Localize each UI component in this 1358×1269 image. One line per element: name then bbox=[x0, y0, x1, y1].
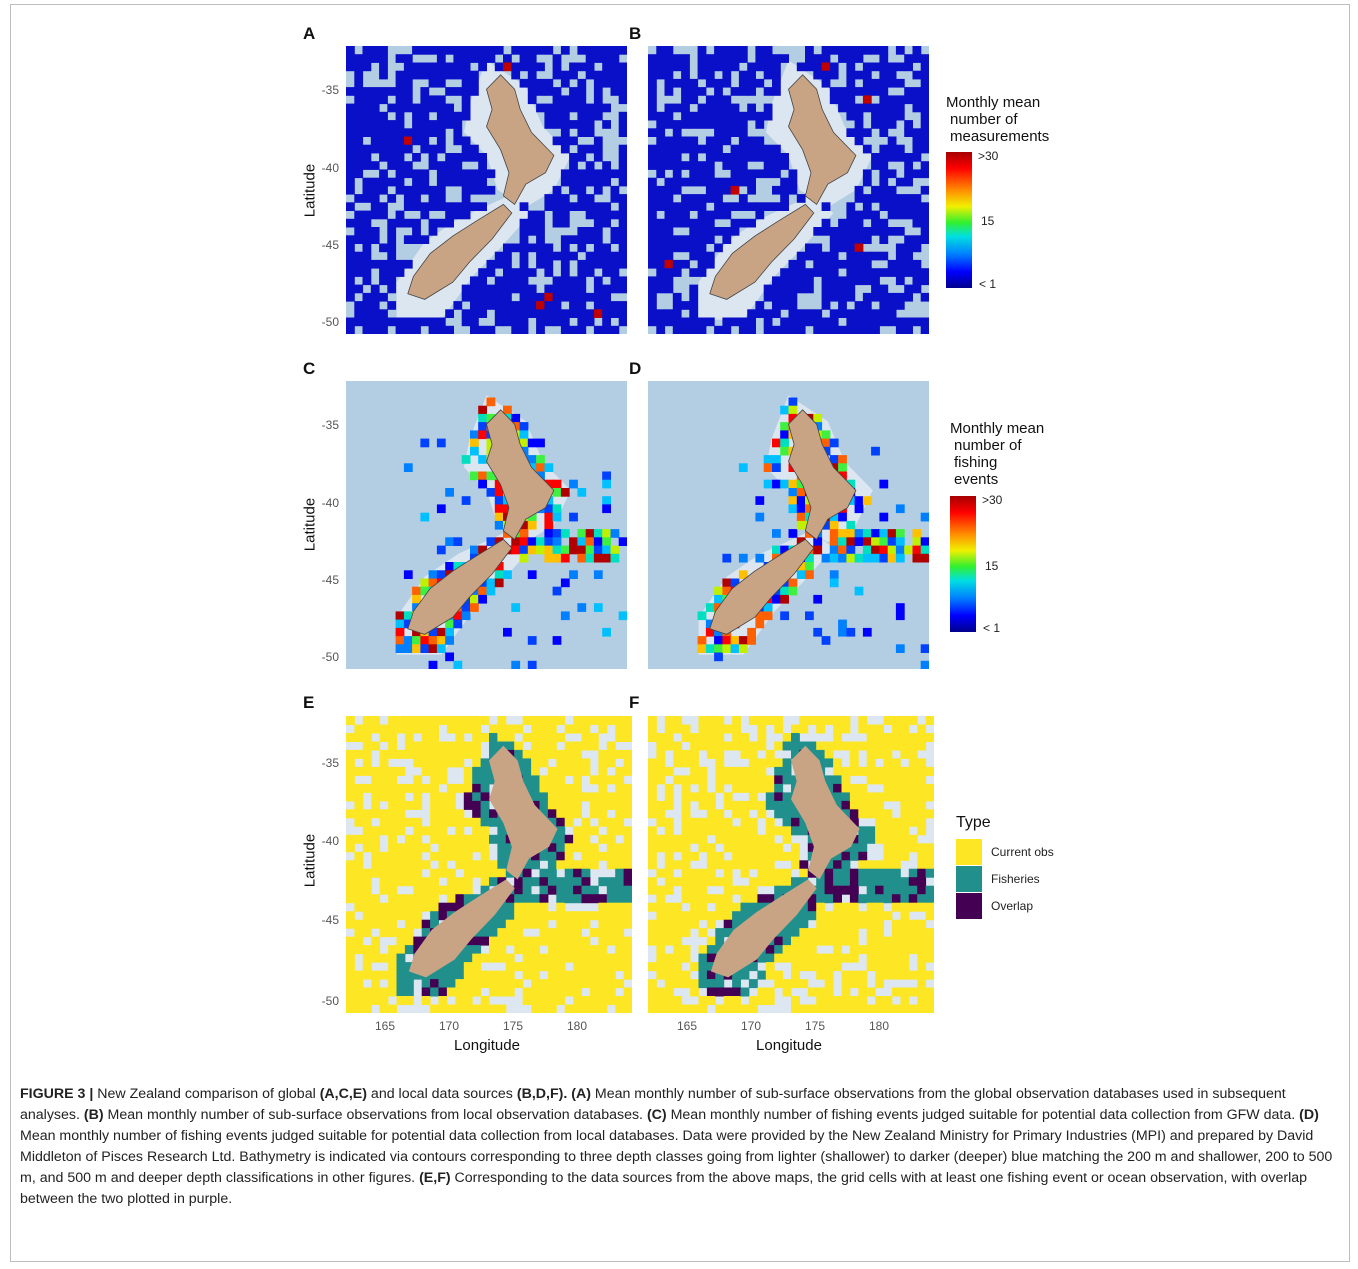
xtick-f-170: 170 bbox=[740, 1019, 762, 1033]
legend-label-fisheries: Fisheries bbox=[991, 872, 1040, 886]
map-panel-d bbox=[648, 381, 929, 669]
legend-measurements-title-line2: number of bbox=[950, 111, 1018, 128]
ylabel-row2: Latitude bbox=[301, 497, 319, 552]
caption-segment: (A,C,E) bbox=[319, 1086, 367, 1102]
caption-segment: New Zealand comparison of global bbox=[93, 1086, 320, 1102]
panel-letter-a: A bbox=[303, 24, 316, 43]
caption-segment: Mean monthly number of fishing events ju… bbox=[20, 1128, 1333, 1186]
legend-measurements-title-line1: Monthly mean bbox=[946, 94, 1041, 111]
caption-segment: (D) bbox=[1299, 1107, 1319, 1123]
legend-measurements-title: Monthly mean number of measurements bbox=[946, 94, 1049, 145]
ytick-c-40: -40 bbox=[321, 496, 339, 510]
legend-swatch-fisheries bbox=[956, 866, 982, 892]
legend-fishing-tick-max: >30 bbox=[982, 493, 1003, 507]
caption-segment: (C) bbox=[646, 1107, 667, 1123]
panel-letter-e: E bbox=[303, 693, 315, 712]
caption-segment: (B,D,F). bbox=[516, 1086, 568, 1102]
ytick-e-35: -35 bbox=[321, 756, 339, 770]
xtick-e-170: 170 bbox=[438, 1019, 460, 1033]
xtick-f-165: 165 bbox=[676, 1019, 698, 1033]
figure-frame bbox=[10, 4, 1350, 1262]
caption-segment: Mean monthly number of sub-surface obser… bbox=[103, 1107, 647, 1123]
legend-fishing-title-line4: events bbox=[954, 471, 999, 488]
caption-segment: (A) bbox=[571, 1086, 591, 1102]
legend-measurements-tick-mid: 15 bbox=[981, 214, 995, 228]
map-panel-f bbox=[648, 716, 934, 1013]
ylabel-row3: Latitude bbox=[301, 833, 319, 888]
colorbar-measurements bbox=[946, 152, 972, 288]
figure-caption: FIGURE 3 | New Zealand comparison of glo… bbox=[20, 1084, 1340, 1210]
panel-letter-f: F bbox=[629, 693, 640, 712]
caption-segment: Mean monthly number of fishing events ju… bbox=[666, 1107, 1300, 1123]
ylabel-row1: Latitude bbox=[301, 163, 319, 218]
caption-label: FIGURE 3 | bbox=[20, 1086, 94, 1102]
legend-label-current-obs: Current obs bbox=[991, 845, 1054, 859]
map-panel-c bbox=[346, 381, 627, 669]
ytick-a-50: -50 bbox=[321, 315, 339, 329]
ytick-a-45: -45 bbox=[321, 238, 339, 252]
map-panel-b bbox=[648, 46, 929, 334]
ytick-a-35: -35 bbox=[321, 83, 339, 97]
ytick-a-40: -40 bbox=[321, 161, 339, 175]
caption-segment: (B) bbox=[83, 1107, 104, 1123]
xtick-f-175: 175 bbox=[804, 1019, 826, 1033]
legend-fishing-tick-mid: 15 bbox=[985, 559, 999, 573]
caption-body: New Zealand comparison of global (A,C,E)… bbox=[20, 1086, 1332, 1207]
caption-segment: (E,F) bbox=[419, 1170, 451, 1186]
legend-label-overlap: Overlap bbox=[991, 899, 1034, 913]
xlabel-e: Longitude bbox=[454, 1037, 520, 1054]
legend-swatch-current-obs bbox=[956, 839, 982, 865]
legend-fishing-title-line2: number of bbox=[954, 437, 1022, 454]
ytick-c-35: -35 bbox=[321, 418, 339, 432]
ytick-e-50: -50 bbox=[321, 994, 339, 1008]
legend-fishing-title-line3: fishing bbox=[954, 454, 998, 471]
legend-fishing-title: Monthly mean number of fishing events bbox=[950, 420, 1044, 488]
colorbar-fishing bbox=[950, 496, 976, 632]
panel-letter-b: B bbox=[629, 24, 642, 43]
ytick-e-45: -45 bbox=[321, 913, 339, 927]
panel-letter-c: C bbox=[303, 359, 316, 378]
legend-measurements-tick-min: < 1 bbox=[979, 277, 997, 291]
legend-fishing-tick-min: < 1 bbox=[983, 621, 1001, 635]
xtick-e-175: 175 bbox=[502, 1019, 524, 1033]
legend-type-title: Type bbox=[956, 814, 991, 831]
xlabel-f: Longitude bbox=[756, 1037, 822, 1054]
map-panel-a bbox=[346, 46, 627, 334]
legend-swatch-overlap bbox=[956, 893, 982, 919]
legend-measurements-tick-max: >30 bbox=[978, 149, 999, 163]
ytick-c-50: -50 bbox=[321, 650, 339, 664]
caption-segment: and local data sources bbox=[366, 1086, 517, 1102]
caption-segment: Mean monthly number of sub-surface obser… bbox=[20, 1086, 1286, 1123]
legend-measurements-title-line3: measurements bbox=[950, 128, 1050, 145]
ytick-e-40: -40 bbox=[321, 834, 339, 848]
caption-segment: Corresponding to the data sources from t… bbox=[20, 1170, 1308, 1207]
xtick-e-165: 165 bbox=[374, 1019, 396, 1033]
xtick-f-180: 180 bbox=[868, 1019, 890, 1033]
xtick-e-180: 180 bbox=[566, 1019, 588, 1033]
map-panel-e bbox=[346, 716, 632, 1013]
ytick-c-45: -45 bbox=[321, 573, 339, 587]
panel-letter-d: D bbox=[629, 359, 642, 378]
legend-fishing-title-line1: Monthly mean bbox=[950, 420, 1045, 437]
